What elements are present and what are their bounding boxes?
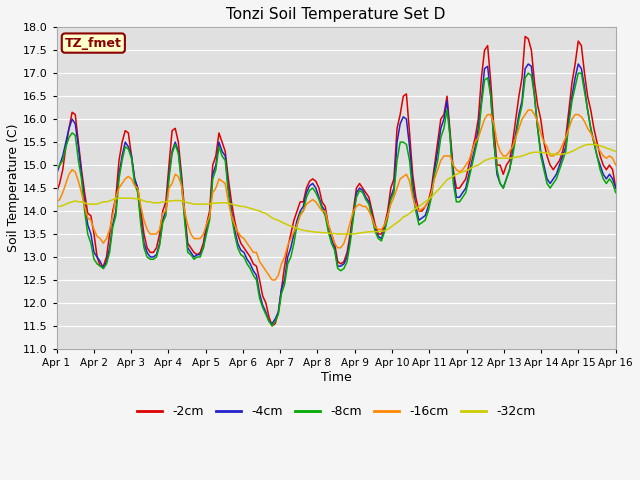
-4cm	[168, 148, 176, 154]
-2cm	[600, 162, 607, 168]
-8cm	[268, 323, 276, 329]
-2cm	[62, 144, 70, 150]
Title: Tonzi Soil Temperature Set D: Tonzi Soil Temperature Set D	[227, 7, 446, 22]
-16cm	[600, 153, 607, 159]
-32cm	[118, 195, 126, 201]
-16cm	[52, 199, 60, 205]
-8cm	[612, 190, 620, 195]
Y-axis label: Soil Temperature (C): Soil Temperature (C)	[7, 124, 20, 252]
-16cm	[268, 277, 276, 283]
-16cm	[118, 180, 126, 186]
-2cm	[556, 157, 563, 163]
-2cm	[612, 185, 620, 191]
-16cm	[524, 107, 532, 113]
Line: -8cm: -8cm	[56, 73, 616, 326]
-8cm	[62, 144, 70, 150]
-4cm	[268, 321, 276, 326]
X-axis label: Time: Time	[321, 371, 351, 384]
-16cm	[265, 273, 273, 278]
-32cm	[612, 148, 620, 154]
-8cm	[118, 157, 126, 163]
-8cm	[168, 151, 176, 156]
Line: -16cm: -16cm	[56, 110, 616, 280]
-32cm	[265, 213, 273, 218]
-32cm	[168, 198, 176, 204]
-32cm	[52, 204, 60, 209]
-16cm	[62, 180, 70, 186]
-32cm	[552, 152, 560, 157]
-4cm	[600, 171, 607, 177]
Text: TZ_fmet: TZ_fmet	[65, 36, 122, 49]
-16cm	[168, 180, 176, 186]
-2cm	[52, 190, 60, 195]
-4cm	[612, 185, 620, 191]
-32cm	[334, 231, 342, 237]
-32cm	[584, 142, 591, 147]
Line: -32cm: -32cm	[56, 144, 616, 234]
-2cm	[118, 139, 126, 145]
-4cm	[524, 61, 532, 67]
-4cm	[52, 171, 60, 177]
-4cm	[556, 162, 563, 168]
-8cm	[265, 318, 273, 324]
Line: -2cm: -2cm	[56, 36, 616, 326]
-16cm	[612, 162, 620, 168]
-4cm	[62, 139, 70, 145]
-32cm	[600, 144, 607, 150]
-4cm	[118, 153, 126, 159]
Legend: -2cm, -4cm, -8cm, -16cm, -32cm: -2cm, -4cm, -8cm, -16cm, -32cm	[132, 400, 540, 423]
-2cm	[522, 34, 529, 39]
-32cm	[62, 201, 70, 207]
-8cm	[52, 167, 60, 173]
-2cm	[265, 314, 273, 320]
-2cm	[268, 323, 276, 329]
-8cm	[556, 167, 563, 173]
-4cm	[265, 318, 273, 324]
-8cm	[600, 176, 607, 182]
-16cm	[556, 148, 563, 154]
-8cm	[524, 71, 532, 76]
Line: -4cm: -4cm	[56, 64, 616, 324]
-2cm	[168, 128, 176, 133]
